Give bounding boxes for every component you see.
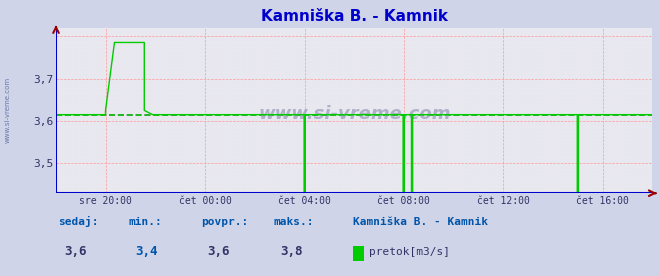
Text: www.si-vreme.com: www.si-vreme.com xyxy=(258,105,451,123)
Text: 3,8: 3,8 xyxy=(280,245,302,258)
Text: 3,4: 3,4 xyxy=(135,245,158,258)
Text: povpr.:: povpr.: xyxy=(201,217,248,227)
Text: min.:: min.: xyxy=(129,217,162,227)
Title: Kamniška B. - Kamnik: Kamniška B. - Kamnik xyxy=(261,9,447,24)
Text: 3,6: 3,6 xyxy=(208,245,230,258)
Text: sedaj:: sedaj: xyxy=(58,216,98,227)
Text: 3,6: 3,6 xyxy=(65,245,87,258)
Text: pretok[m3/s]: pretok[m3/s] xyxy=(369,247,450,257)
Text: Kamniška B. - Kamnik: Kamniška B. - Kamnik xyxy=(353,217,488,227)
Text: www.si-vreme.com: www.si-vreme.com xyxy=(5,77,11,144)
Text: maks.:: maks.: xyxy=(273,217,314,227)
